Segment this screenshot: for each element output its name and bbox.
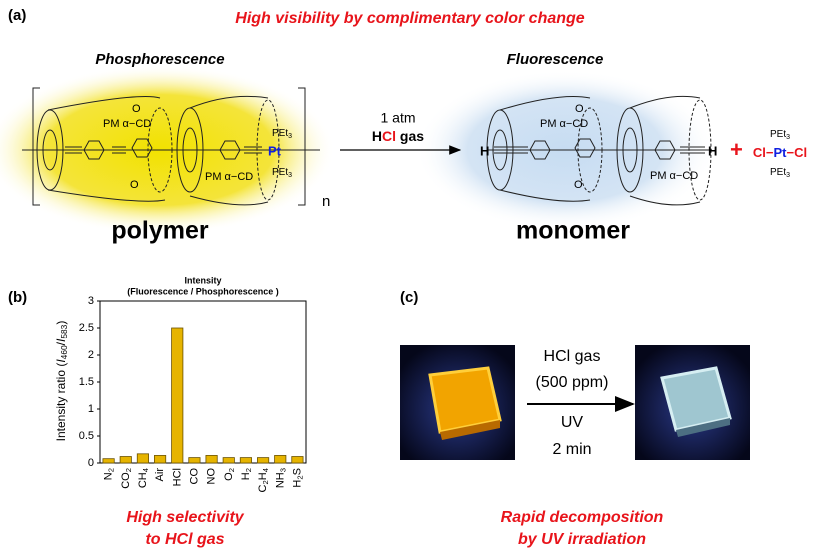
atom: Pt [268, 143, 282, 158]
bar [137, 454, 148, 463]
bar [154, 455, 165, 463]
x-tick-label: H2S [291, 468, 304, 488]
atom: H [480, 143, 489, 158]
cd-label: PM α−CD [540, 118, 588, 130]
x-tick-label: Air [154, 468, 166, 482]
y-tick-label: 1.5 [79, 376, 94, 388]
atom: H [708, 143, 717, 158]
bar [206, 455, 217, 463]
panel-title: High visibility by complimentary color c… [235, 10, 585, 27]
y-tick-label: 0.5 [79, 430, 94, 442]
bar [172, 328, 183, 463]
compound-name: monomer [516, 217, 630, 245]
x-tick-label: CO2 [120, 468, 133, 489]
y-tick-label: 2 [88, 349, 94, 361]
atom: O [130, 179, 139, 191]
ligand: PEt3 [770, 167, 790, 179]
x-tick-label: NH3 [274, 468, 287, 488]
atom: O [574, 179, 583, 191]
cd-label: PM α−CD [103, 118, 151, 130]
y-axis-label: Intensity ratio (I460/I583) [54, 321, 69, 442]
bar [240, 458, 251, 463]
bar [275, 455, 286, 463]
heading: Fluorescence [507, 51, 604, 68]
chart-title: (Fluorescence / Phosphorescence ) [127, 286, 279, 296]
figure: (a) High visibility by complimentary col… [0, 0, 816, 550]
x-tick-label: C2H4 [257, 467, 270, 492]
caption: Rapid decomposition [501, 509, 664, 526]
plot-frame [100, 301, 306, 463]
panel-label: (a) [8, 7, 26, 24]
compound-name: polymer [111, 217, 209, 245]
repeat-label: n [322, 193, 330, 210]
caption: by UV irradiation [518, 531, 646, 548]
x-tick-label: N2 [102, 468, 115, 480]
bar [223, 458, 234, 463]
cd-label: PM α−CD [205, 171, 253, 183]
y-tick-label: 3 [88, 295, 94, 307]
complex: Cl−Pt−Cl [753, 145, 807, 160]
bar [189, 458, 200, 463]
y-tick-label: 0 [88, 457, 94, 469]
condition: 2 min [552, 441, 591, 458]
bar [103, 459, 114, 463]
atom: O [132, 103, 141, 115]
panel-label: (c) [400, 289, 418, 306]
y-tick-label: 2.5 [79, 322, 94, 334]
chart-title: Intensity [184, 275, 221, 285]
panel-label: (b) [8, 289, 27, 306]
caption: High selectivity [126, 509, 244, 526]
plus: + [730, 137, 743, 162]
x-tick-label: H2 [240, 468, 253, 480]
ligand: PEt3 [770, 129, 790, 141]
x-tick-label: CO [188, 468, 200, 485]
photo [400, 345, 515, 460]
x-tick-label: O2 [223, 468, 236, 481]
arrow-label: HCl gas [372, 128, 424, 144]
x-tick-label: HCl [171, 468, 183, 486]
cd-label: PM α−CD [650, 170, 698, 182]
bar-chart: (b) Intensity (Fluorescence / Phosphores… [8, 275, 306, 548]
atom: O [575, 103, 584, 115]
photo [635, 345, 750, 460]
bar [257, 458, 268, 463]
condition: (500 ppm) [536, 374, 609, 391]
y-tick-label: 1 [88, 403, 94, 415]
caption: to HCl gas [145, 531, 224, 548]
bar [292, 457, 303, 463]
condition: UV [561, 414, 584, 431]
arrow-label: 1 atm [380, 110, 415, 126]
x-tick-label: NO [205, 468, 217, 485]
condition: HCl gas [544, 348, 601, 365]
x-tick-label: CH4 [137, 467, 150, 488]
bar [120, 457, 131, 463]
